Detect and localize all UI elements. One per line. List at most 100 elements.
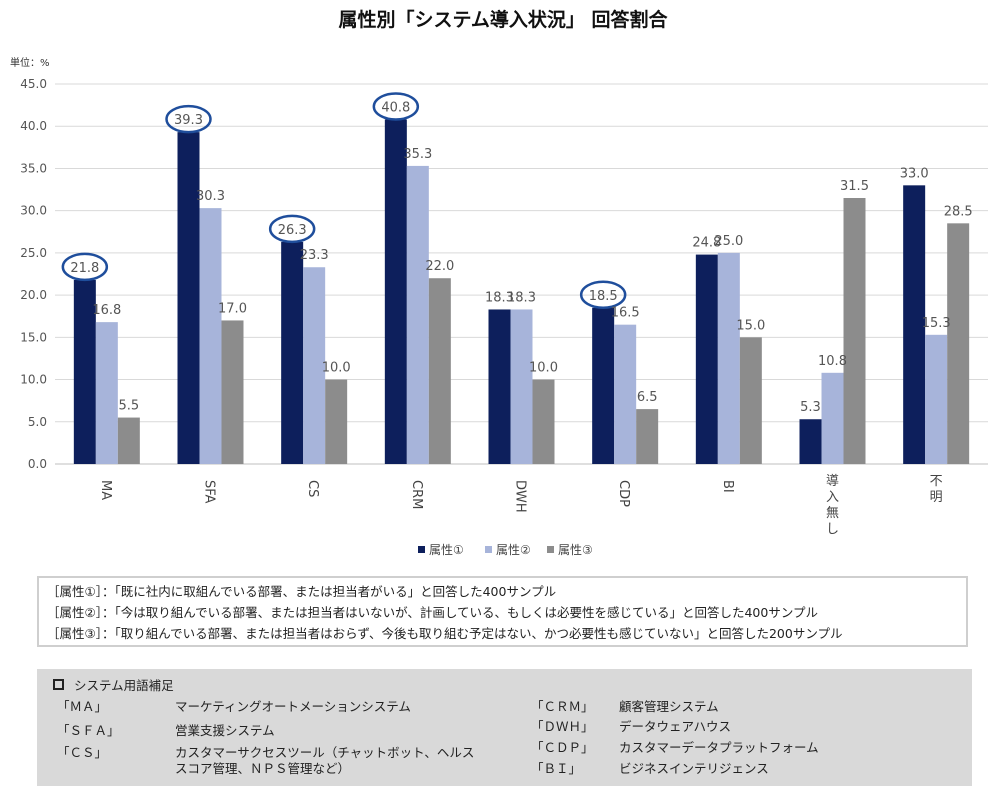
- glossary-desc: カスタマーデータプラットフォーム: [619, 740, 819, 755]
- glossary-abbr: 「ＣＤＰ」: [531, 740, 594, 755]
- y-tick-label: 30.0: [20, 204, 47, 218]
- bar: [717, 252, 740, 464]
- highlight-circle: [61, 252, 109, 282]
- bar: [325, 379, 348, 464]
- glossary-desc: マーケティングオートメーションシステム: [175, 699, 411, 714]
- unit-label: 単位：%: [10, 56, 50, 69]
- bar-chart: 属性別「システム導入状況」 回答割合 単位：% 0.0 5.0 10.0 15.0 20…: [10, 8, 988, 557]
- x-tick-label: BI: [720, 480, 735, 493]
- attribute-notes: ［属性①］：「既に社内に取組んでいる部署、または担当者がいる」と回答した400サ…: [37, 576, 968, 647]
- bar: [821, 372, 844, 464]
- glossary-abbr: 「ＣＲＭ」: [531, 699, 594, 714]
- glossary-abbr: 「ＳＦＡ」: [57, 723, 120, 738]
- x-tick-label: SFA: [202, 480, 217, 504]
- glossary-abbr: 「ＢＩ」: [531, 761, 582, 776]
- bar: [221, 320, 244, 464]
- data-label: 5.5: [118, 399, 139, 414]
- bar: [488, 309, 511, 464]
- bar: [592, 307, 615, 464]
- x-tick-label: CS: [305, 480, 320, 497]
- x-tick-label: 導入無し: [826, 474, 839, 537]
- data-label: 33.0: [900, 166, 929, 181]
- bar: [739, 337, 762, 464]
- data-label: 35.3: [403, 147, 432, 162]
- data-label: 31.5: [840, 179, 869, 194]
- x-tick-label: CDP: [616, 480, 631, 507]
- glossary-desc: 顧客管理システム: [619, 699, 719, 714]
- bar: [73, 279, 96, 464]
- data-label: 16.8: [92, 303, 121, 318]
- glossary-desc: カスタマーサクセスツール（チャットボット、ヘルス スコア管理、ＮＰＳ管理など）: [175, 745, 475, 776]
- data-label: 15.3: [922, 316, 951, 331]
- glossary-desc: 営業支援システム: [175, 723, 275, 738]
- bar: [95, 322, 118, 464]
- y-tick-label: 35.0: [20, 161, 47, 175]
- bar: [636, 409, 659, 464]
- data-label: 18.5: [589, 289, 618, 304]
- data-label: 6.5: [637, 390, 658, 405]
- bar: [406, 165, 429, 464]
- glossary-desc: ビジネスインテリジェンス: [619, 761, 769, 776]
- x-tick-label: DWH: [513, 480, 528, 513]
- bar: [532, 379, 555, 464]
- bar: [695, 254, 718, 464]
- data-label: 16.5: [611, 306, 640, 321]
- note-attribute-3: ［属性③］：「取り組んでいる部署、または担当者はおらず、今後も取り組む予定はない…: [47, 626, 843, 641]
- y-tick-label: 15.0: [20, 330, 47, 344]
- chart-title: 属性別「システム導入状況」 回答割合: [338, 8, 668, 31]
- legend-label: 属性②: [496, 543, 531, 557]
- y-tick-label: 25.0: [20, 246, 47, 260]
- legend-label: 属性③: [558, 543, 593, 557]
- data-label: 18.3: [485, 290, 514, 305]
- data-label: 28.5: [944, 204, 973, 219]
- glossary-panel: システム用語補足 「ＭＡ」 マーケティングオートメーションシステム 「ＳＦＡ」 …: [37, 669, 972, 786]
- bar: [303, 267, 326, 464]
- legend-swatch: [485, 546, 492, 553]
- data-label: 17.0: [218, 301, 247, 316]
- legend-swatch: [547, 546, 554, 553]
- data-label: 18.3: [507, 290, 536, 305]
- legend-swatch: [418, 546, 425, 553]
- y-tick-label: 45.0: [20, 77, 47, 91]
- data-label: 10.0: [529, 361, 558, 376]
- glossary-abbr: 「ＣＳ」: [57, 745, 108, 760]
- x-tick-label: CRM: [409, 480, 424, 509]
- y-tick-label: 20.0: [20, 288, 47, 302]
- data-label: 25.0: [714, 234, 743, 249]
- glossary-heading-text: システム用語補足: [74, 678, 174, 693]
- y-tick-label: 10.0: [20, 373, 47, 387]
- data-label: 10.8: [818, 354, 847, 369]
- glossary-abbr: 「ＤＷＨ」: [531, 719, 594, 734]
- square-bullet-icon: [53, 679, 64, 690]
- data-label: 23.3: [300, 248, 329, 263]
- bar: [947, 223, 970, 464]
- bar: [117, 417, 140, 464]
- highlight-circle: [165, 104, 212, 134]
- data-label: 40.8: [381, 100, 410, 115]
- bar: [843, 198, 866, 464]
- data-label: 10.0: [322, 361, 351, 376]
- bar: [384, 119, 407, 464]
- glossary-abbr: 「ＭＡ」: [57, 699, 108, 714]
- bar: [281, 241, 304, 464]
- data-label: 39.3: [174, 113, 203, 128]
- note-attribute-1: ［属性①］：「既に社内に取組んでいる部署、または担当者がいる」と回答した400サ…: [47, 584, 557, 599]
- x-tick-label: 不明: [930, 474, 943, 505]
- note-attribute-2: ［属性②］：「今は取り組んでいる部署、または担当者はいないが、計画している、もし…: [47, 605, 818, 620]
- y-tick-label: 40.0: [20, 119, 47, 133]
- data-label: 26.3: [278, 223, 307, 238]
- bar: [903, 185, 926, 465]
- data-label: 15.0: [736, 318, 765, 333]
- bar: [199, 208, 222, 464]
- highlight-circle: [372, 92, 420, 121]
- bar: [925, 334, 948, 464]
- bar: [799, 419, 822, 464]
- glossary-desc: データウェアハウス: [619, 719, 732, 734]
- data-label: 21.8: [70, 261, 99, 276]
- legend-label: 属性①: [429, 543, 464, 557]
- data-label: 22.0: [425, 259, 454, 274]
- highlight-circle: [268, 214, 316, 244]
- legend: 属性① 属性② 属性③: [418, 543, 593, 557]
- x-tick-label: MA: [98, 480, 113, 500]
- bar: [428, 278, 451, 464]
